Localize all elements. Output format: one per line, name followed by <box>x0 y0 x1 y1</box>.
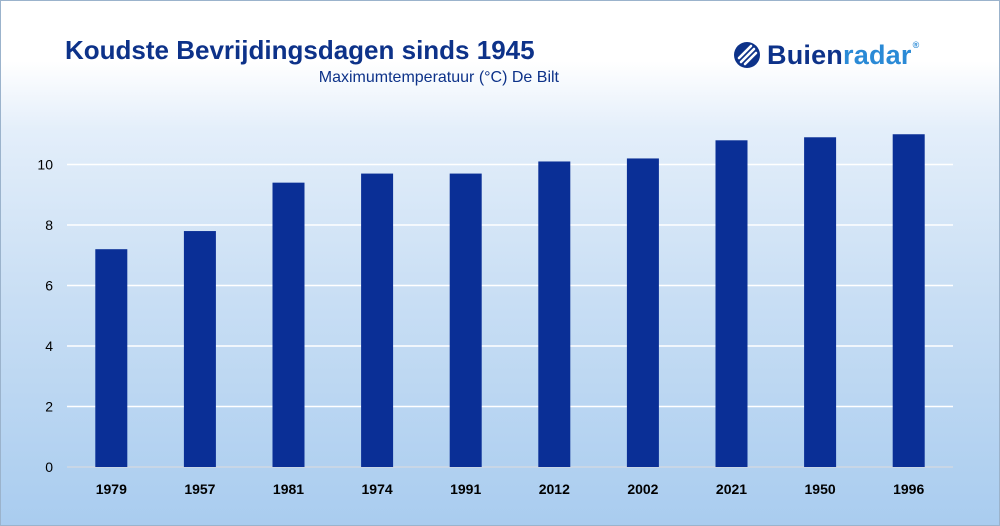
x-tick-label: 1996 <box>893 481 924 497</box>
logo-wordmark-part1: Buien <box>767 39 844 70</box>
y-tick-label: 4 <box>45 338 53 354</box>
chart-subtitle: Maximumtemperatuur (°C) De Bilt <box>318 69 559 86</box>
x-tick-label: 1981 <box>273 481 304 497</box>
y-tick-label: 8 <box>45 217 53 233</box>
buienradar-logo-icon <box>734 42 760 68</box>
bar <box>272 182 305 467</box>
x-tick-label: 1979 <box>96 481 127 497</box>
buienradar-logo: Buienradar® <box>733 39 919 71</box>
bar <box>804 137 837 467</box>
x-tick-label: 1991 <box>450 481 481 497</box>
y-tick-label: 10 <box>37 157 53 173</box>
y-tick-label: 6 <box>45 278 53 294</box>
x-tick-label: 1974 <box>362 481 393 497</box>
x-tick-label: 2012 <box>539 481 570 497</box>
logo-wordmark: Buienradar® <box>767 40 919 71</box>
bar <box>183 231 216 467</box>
y-tick-label: 0 <box>45 459 53 475</box>
bar <box>715 140 748 468</box>
bar <box>626 158 659 467</box>
x-tick-label: 1950 <box>805 481 836 497</box>
x-tick-label: 1957 <box>184 481 215 497</box>
chart-title: Koudste Bevrijdingsdagen sinds 1945 <box>65 35 535 65</box>
bar <box>538 161 571 467</box>
bar <box>95 249 128 467</box>
bar <box>892 134 925 467</box>
logo-wordmark-part2: radar <box>843 39 912 70</box>
bar <box>449 173 482 467</box>
bar <box>361 173 394 467</box>
x-tick-label: 2021 <box>716 481 747 497</box>
x-tick-label: 2002 <box>627 481 658 497</box>
logo-registered-mark: ® <box>912 39 920 50</box>
y-tick-label: 2 <box>45 399 53 415</box>
